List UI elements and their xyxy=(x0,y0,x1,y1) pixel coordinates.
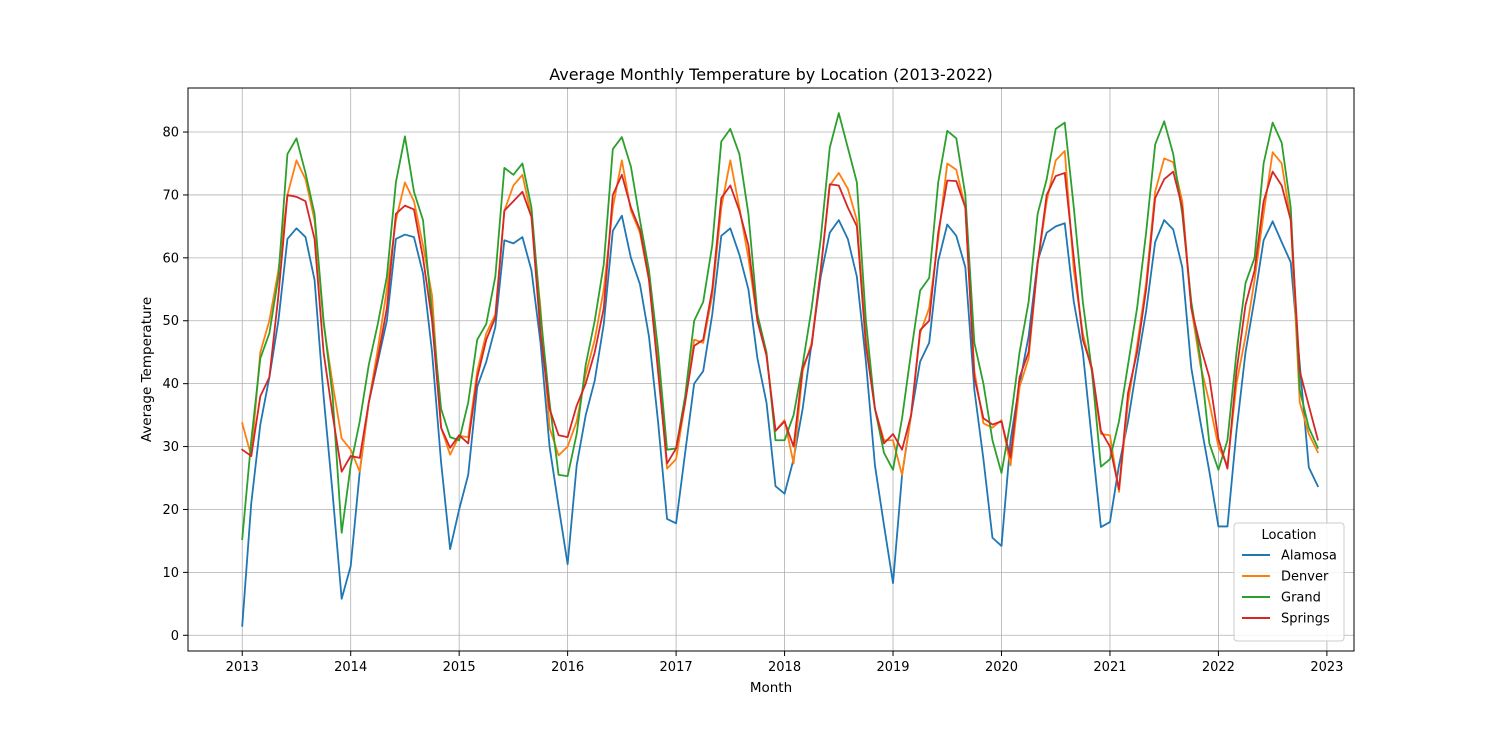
x-tick-label: 2018 xyxy=(768,660,801,675)
y-tick-label: 70 xyxy=(162,188,179,203)
series-line-grand xyxy=(241,112,1320,541)
series-line-springs xyxy=(240,170,1319,491)
y-tick-label: 20 xyxy=(162,503,179,518)
y-tick-label: 50 xyxy=(162,314,179,329)
x-tick-label: 2021 xyxy=(1093,660,1126,675)
y-tick-label: 80 xyxy=(162,126,179,141)
legend-label-denver: Denver xyxy=(1281,570,1329,585)
x-tick-label: 2020 xyxy=(985,660,1018,675)
y-tick-label: 40 xyxy=(162,377,179,392)
series-line-alamosa xyxy=(241,214,1320,627)
chart-title: Average Monthly Temperature by Location … xyxy=(549,65,993,84)
x-tick-label: 2022 xyxy=(1202,660,1235,675)
x-tick-label: 2015 xyxy=(443,660,476,675)
y-axis-label: Average Temperature xyxy=(139,297,155,442)
x-axis-label: Month xyxy=(750,680,792,696)
legend-label-alamosa: Alamosa xyxy=(1281,549,1337,564)
x-tick-label: 2017 xyxy=(660,660,693,675)
legend-label-grand: Grand xyxy=(1281,591,1321,606)
y-tick-label: 0 xyxy=(171,629,179,644)
plot-area-frame xyxy=(187,87,1355,652)
legend: Location Alamosa Denver Grand Springs xyxy=(1233,522,1345,642)
x-tick-label: 2013 xyxy=(226,660,259,675)
axis-ticks: 2013 2014 2015 2016 2017 2018 2019 2020 2021 2022… xyxy=(162,126,1343,675)
legend-label-springs: Springs xyxy=(1281,612,1330,627)
x-tick-label: 2014 xyxy=(334,660,367,675)
y-tick-label: 60 xyxy=(162,251,179,266)
y-tick-label: 30 xyxy=(162,440,179,455)
x-tick-label: 2023 xyxy=(1310,660,1343,675)
y-tick-label: 10 xyxy=(162,566,179,581)
legend-title: Location xyxy=(1262,528,1317,543)
x-tick-label: 2016 xyxy=(551,660,584,675)
legend-box xyxy=(1233,522,1345,642)
legend-entries: Alamosa Denver Grand Springs xyxy=(1242,549,1337,627)
x-tick-label: 2019 xyxy=(876,660,909,675)
series-lines xyxy=(240,112,1320,627)
